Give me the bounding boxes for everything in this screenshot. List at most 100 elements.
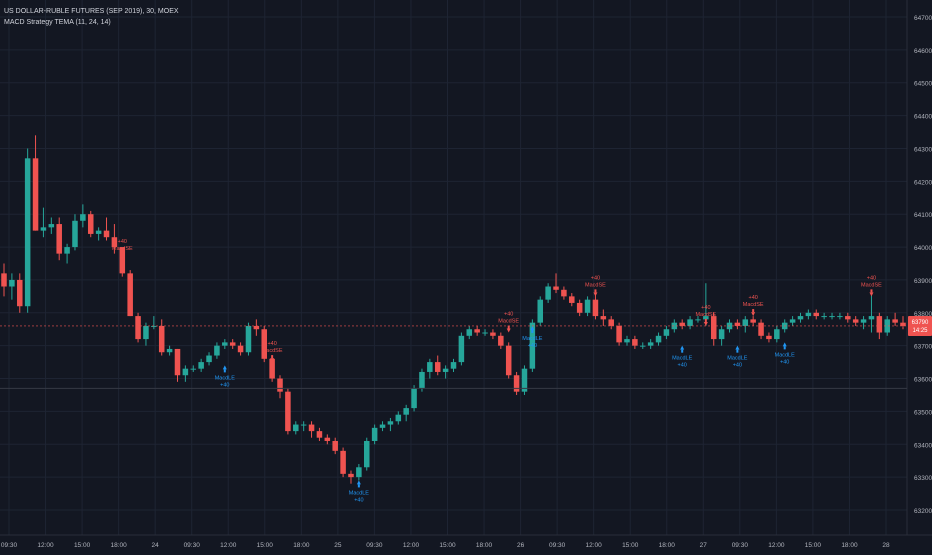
candle-body[interactable] <box>537 299 544 323</box>
candle-body[interactable] <box>419 371 425 389</box>
candle-body[interactable] <box>182 368 189 376</box>
candle-body[interactable] <box>498 335 504 346</box>
candle-body[interactable] <box>316 431 323 438</box>
candle-body[interactable] <box>277 378 283 392</box>
candle-body[interactable] <box>111 237 118 248</box>
candle-body[interactable] <box>395 414 402 422</box>
candle-body[interactable] <box>474 329 480 333</box>
candle-body[interactable] <box>892 319 898 323</box>
candle-body[interactable] <box>95 230 102 234</box>
candle-body[interactable] <box>293 424 299 432</box>
candle-body[interactable] <box>285 391 291 432</box>
candle-body[interactable] <box>592 299 599 317</box>
candle-body[interactable] <box>17 279 23 307</box>
candle-body[interactable] <box>356 467 362 478</box>
candle-body[interactable] <box>671 322 678 330</box>
candle-body[interactable] <box>884 319 890 333</box>
candle-body[interactable] <box>569 296 575 303</box>
candle-body[interactable] <box>679 322 685 326</box>
candle-body[interactable] <box>348 473 354 478</box>
candle-body[interactable] <box>48 224 55 228</box>
candle-body[interactable] <box>237 345 244 353</box>
candle-body[interactable] <box>403 408 409 415</box>
candle-body[interactable] <box>450 362 457 369</box>
candle-body[interactable] <box>80 214 86 221</box>
candle-body[interactable] <box>553 286 559 290</box>
candle-body[interactable] <box>482 332 488 334</box>
candle-body[interactable] <box>174 348 181 376</box>
candle-body[interactable] <box>829 316 835 318</box>
candle-body[interactable] <box>513 375 520 392</box>
candle-body[interactable] <box>718 329 725 340</box>
candle-body[interactable] <box>624 339 630 343</box>
candle-body[interactable] <box>687 319 693 326</box>
candle-body[interactable] <box>750 319 756 323</box>
candle-body[interactable] <box>206 355 212 363</box>
candle-body[interactable] <box>868 316 875 320</box>
candle-body[interactable] <box>332 440 338 451</box>
candle-body[interactable] <box>340 450 346 474</box>
candle-body[interactable] <box>269 358 275 379</box>
candle-body[interactable] <box>127 273 133 317</box>
candle-body[interactable] <box>695 319 701 321</box>
candle-body[interactable] <box>190 368 197 370</box>
candle-body[interactable] <box>774 329 780 340</box>
candle-body[interactable] <box>758 322 764 336</box>
candle-body[interactable] <box>1 273 7 287</box>
candle-body[interactable] <box>797 316 804 320</box>
candle-body[interactable] <box>40 227 47 231</box>
candle-body[interactable] <box>505 345 512 376</box>
candle-body[interactable] <box>852 319 859 323</box>
candle-body[interactable] <box>64 247 70 254</box>
candle-body[interactable] <box>734 322 741 326</box>
candle-body[interactable] <box>103 230 110 238</box>
candle-body[interactable] <box>663 329 670 336</box>
candle-body[interactable] <box>411 388 417 409</box>
candle-body[interactable] <box>24 158 31 307</box>
candle-body[interactable] <box>308 424 315 432</box>
candle-body[interactable] <box>427 362 433 372</box>
candle-body[interactable] <box>837 316 843 318</box>
candle-body[interactable] <box>529 322 536 369</box>
candle-body[interactable] <box>466 329 473 336</box>
candle-body[interactable] <box>222 342 228 346</box>
candle-body[interactable] <box>766 335 772 340</box>
candle-body[interactable] <box>56 224 62 254</box>
candle-body[interactable] <box>9 279 15 287</box>
candle-body[interactable] <box>490 332 496 336</box>
candle-body[interactable] <box>703 316 709 320</box>
candle-body[interactable] <box>371 427 378 441</box>
candle-body[interactable] <box>166 348 173 353</box>
candle-body[interactable] <box>632 339 638 346</box>
candle-body[interactable] <box>300 424 307 426</box>
candle-body[interactable] <box>245 325 252 353</box>
candle-body[interactable] <box>87 214 94 234</box>
candle-body[interactable] <box>608 319 614 326</box>
candle-body[interactable] <box>600 316 607 320</box>
candle-body[interactable] <box>789 319 796 323</box>
candle-body[interactable] <box>379 424 386 428</box>
candle-body[interactable] <box>900 322 906 326</box>
candle-body[interactable] <box>214 345 220 356</box>
candle-body[interactable] <box>434 362 441 372</box>
candle-body[interactable] <box>261 329 267 359</box>
candle-body[interactable] <box>198 362 204 369</box>
candle-body[interactable] <box>72 220 78 248</box>
candle-body[interactable] <box>324 437 331 441</box>
candle-body[interactable] <box>860 319 867 323</box>
candle-body[interactable] <box>253 325 260 330</box>
candle-body[interactable] <box>616 325 622 343</box>
candle-body[interactable] <box>561 289 567 297</box>
candle-body[interactable] <box>387 421 394 425</box>
candle-body[interactable] <box>143 325 149 340</box>
candle-body[interactable] <box>229 342 236 346</box>
candle-body[interactable] <box>742 319 749 326</box>
candle-body[interactable] <box>363 440 370 468</box>
candle-body[interactable] <box>821 316 827 318</box>
candle-body[interactable] <box>158 325 165 353</box>
candle-body[interactable] <box>442 368 449 372</box>
candle-body[interactable] <box>805 312 812 317</box>
candle-body[interactable] <box>151 325 157 327</box>
candle-body[interactable] <box>521 368 528 392</box>
